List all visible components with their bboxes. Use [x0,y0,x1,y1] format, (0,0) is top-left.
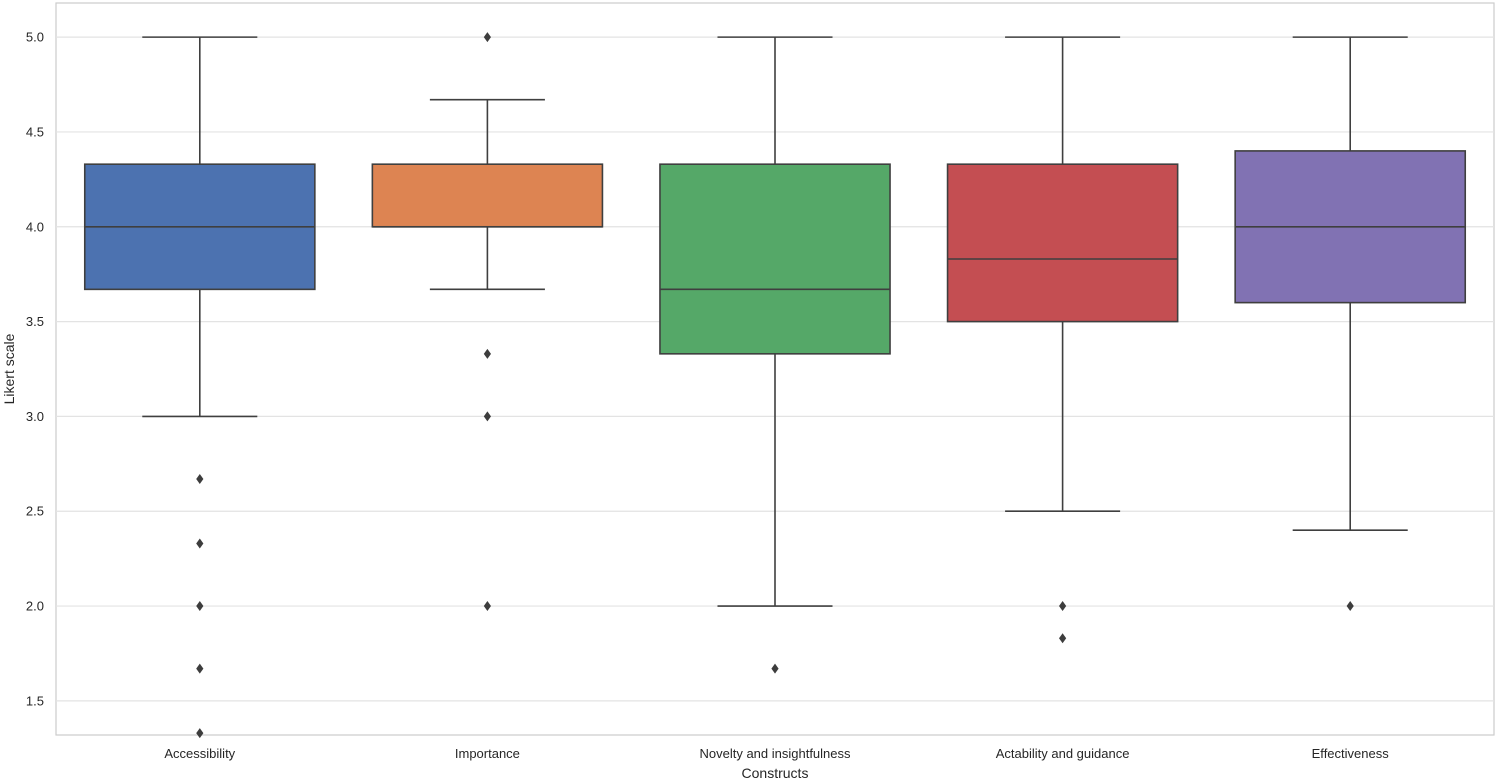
box-series [83,32,1467,739]
box-group [371,32,604,612]
y-tick-label: 2.5 [26,504,44,519]
outlier-point [483,601,491,612]
box-group [1234,36,1467,612]
x-tick-label: Novelty and insightfulness [699,746,851,761]
y-tick-label: 4.0 [26,219,44,234]
outlier-point [196,663,204,674]
x-tick-label: Actability and guidance [996,746,1130,761]
outlier-point [1346,601,1354,612]
outlier-point [196,538,204,549]
box [946,163,1179,323]
outlier-point [1059,601,1067,612]
outlier-point [771,663,779,674]
y-tick-label: 3.5 [26,314,44,329]
x-axis-ticks: Accessibility Importance Novelty and insig… [164,746,1389,761]
x-tick-label: Importance [455,746,520,761]
outlier-point [483,411,491,422]
y-axis-ticks: 1.5 2.0 2.5 3.0 3.5 4.0 4.5 5.0 [26,30,44,709]
x-tick-label: Accessibility [164,746,235,761]
outlier-point [196,601,204,612]
box-group [83,36,316,739]
y-tick-label: 2.0 [26,599,44,614]
outlier-point [483,32,491,43]
outlier-point [1059,633,1067,644]
y-tick-label: 5.0 [26,30,44,45]
box-group [659,36,891,674]
y-tick-label: 3.0 [26,409,44,424]
outlier-point [196,728,204,739]
y-tick-label: 4.5 [26,124,44,139]
x-tick-label: Effectiveness [1312,746,1390,761]
outlier-point [196,473,204,484]
outlier-point [483,348,491,359]
box [659,163,891,355]
y-axis-title: Likert scale [1,333,17,404]
y-tick-label: 1.5 [26,693,44,708]
x-axis-title: Constructs [742,765,809,781]
box [371,163,604,228]
box-group [946,36,1179,644]
